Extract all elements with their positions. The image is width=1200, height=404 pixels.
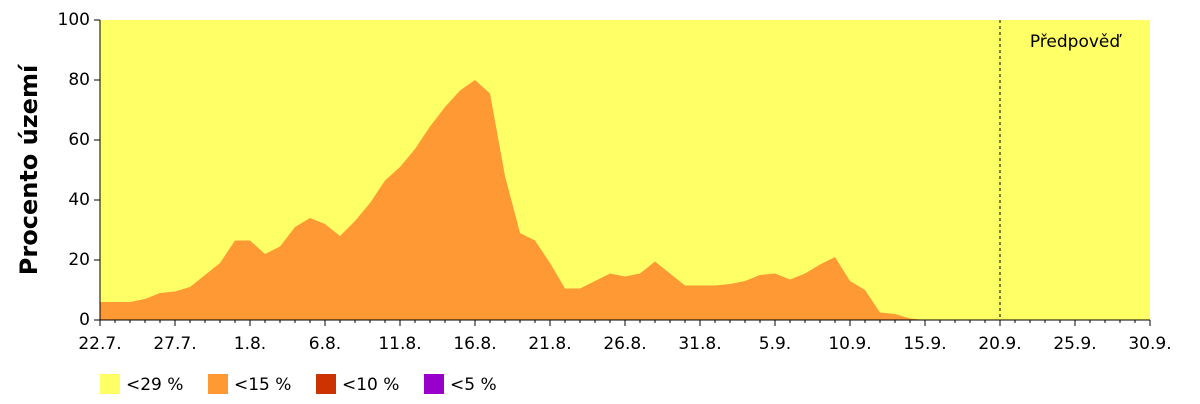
y-tick-label: 80 <box>68 70 90 90</box>
x-tick-label: 27.7. <box>153 334 196 354</box>
area <box>100 80 1150 320</box>
y-tick-label: 40 <box>68 190 90 210</box>
x-tick-label: 15.9. <box>903 334 946 354</box>
x-tick-label: 31.8. <box>678 334 721 354</box>
x-tick-label: 26.8. <box>603 334 646 354</box>
y-axis-label: Procento území <box>15 63 43 275</box>
legend-label: <5 % <box>450 375 497 395</box>
x-tick-label: 21.8. <box>528 334 571 354</box>
y-tick-label: 0 <box>79 310 90 330</box>
y-tick-label: 60 <box>68 130 90 150</box>
x-tick-label: 10.9. <box>828 334 871 354</box>
y-tick-label: 20 <box>68 250 90 270</box>
legend-swatch <box>316 374 336 394</box>
x-tick-label: 1.8. <box>234 334 266 354</box>
x-tick-label: 20.9. <box>978 334 1021 354</box>
x-tick-label: 25.9. <box>1053 334 1096 354</box>
x-tick-label: 11.8. <box>378 334 421 354</box>
legend-label: <29 % <box>126 375 183 395</box>
annotation: Předpověď <box>1030 32 1123 52</box>
x-tick-label: 22.7. <box>78 334 121 354</box>
legend-label: <15 % <box>234 375 291 395</box>
x-tick-label: 5.9. <box>759 334 791 354</box>
legend-swatch <box>424 374 444 394</box>
x-tick-label: 16.8. <box>453 334 496 354</box>
legend-swatch <box>100 374 120 394</box>
legend-swatch <box>208 374 228 394</box>
x-tick-label: 6.8. <box>309 334 341 354</box>
x-tick-label: 30.9. <box>1128 334 1171 354</box>
legend-label: <10 % <box>342 375 399 395</box>
y-tick-label: 100 <box>58 10 90 30</box>
